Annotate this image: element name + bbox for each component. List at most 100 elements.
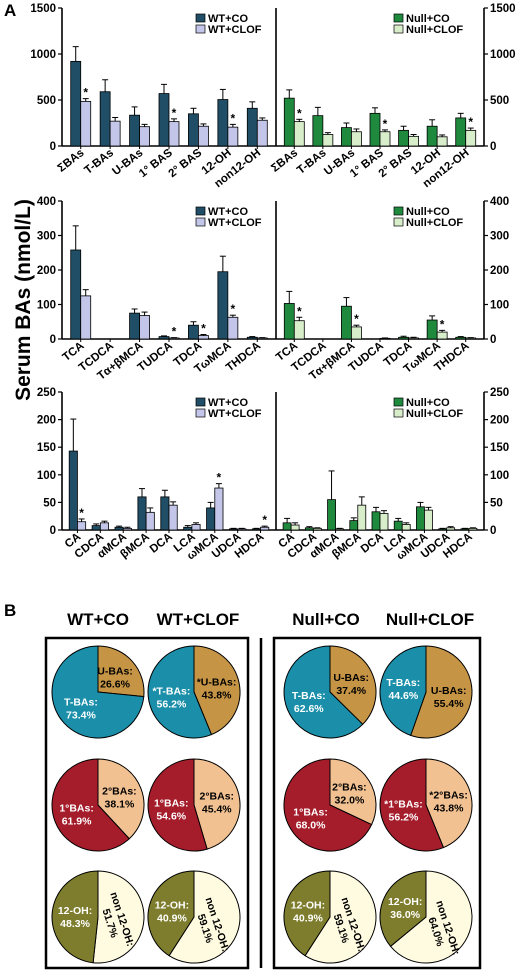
significance-star: * bbox=[231, 111, 236, 125]
pie-slice-12-OH bbox=[379, 870, 427, 948]
y-tick-label-right: 300 bbox=[490, 231, 509, 243]
significance-star: * bbox=[201, 322, 206, 336]
bar-left-WT+CLOF bbox=[80, 295, 92, 340]
significance-star: * bbox=[231, 302, 236, 316]
legend-swatch bbox=[393, 24, 404, 34]
pie-value: 48.3% bbox=[60, 918, 90, 930]
legend-label: Null+CO bbox=[406, 206, 450, 218]
bar-right-Null+CLOF bbox=[351, 131, 362, 147]
pie-label: 1°BAs: bbox=[59, 802, 94, 814]
pie-3-2: 12-OH:40.9% non 12-OH:59.1% bbox=[147, 870, 241, 964]
pie-label: 12-OH: bbox=[388, 896, 422, 908]
bar-left-WT+CO bbox=[251, 528, 261, 531]
pie-value: 43.8% bbox=[202, 690, 232, 702]
bar-left-WT+CO bbox=[158, 93, 170, 147]
bar-right-Null+CO bbox=[341, 305, 352, 340]
pie-group-title: WT+CO bbox=[67, 610, 129, 629]
pie-slice-T-BAs bbox=[51, 645, 145, 739]
pie-value: 32.0% bbox=[335, 795, 365, 807]
y-tick-label-right: 200 bbox=[490, 415, 509, 427]
bar-right-Null+CLOF bbox=[293, 320, 305, 340]
legend-label: WT+CO bbox=[208, 13, 248, 25]
pie-1-2: *T-BAs:56.2% *U-BAs:43.8% bbox=[147, 645, 241, 739]
legend-label: WT+CO bbox=[208, 397, 248, 409]
pie-group-title: WT+CLOF bbox=[157, 610, 240, 629]
pie-value: 26.6% bbox=[100, 679, 130, 691]
pie-value: 73.4% bbox=[66, 709, 96, 721]
pie-label: 1°BAs: bbox=[154, 797, 189, 809]
bar-right-Null+CLOF bbox=[408, 135, 419, 147]
pie-label: T-BAs: bbox=[386, 677, 420, 689]
bar-left-WT+CLOF bbox=[227, 126, 239, 147]
bar-left-WT+CO bbox=[99, 91, 111, 147]
bar-right-Null+CO bbox=[416, 506, 425, 531]
bar-right-Null+CO bbox=[438, 528, 448, 531]
y-tick-label-left: 0 bbox=[50, 141, 56, 153]
bar-right-Null+CO bbox=[304, 527, 314, 531]
pie-label: T-BAs: bbox=[64, 696, 98, 708]
bar-right-Null+CLOF bbox=[357, 504, 367, 531]
bar-left-WT+CO bbox=[246, 336, 258, 340]
bar-right-Null+CO bbox=[349, 520, 359, 531]
pie-label: 12-OH: bbox=[291, 900, 325, 912]
pie-charts: WT+CO WT+CLOF Null+CO Null+CLOFT-BAs:73.4%U… bbox=[44, 610, 482, 970]
bar-left-WT+CO bbox=[158, 336, 170, 340]
pie-group-title: Null+CO bbox=[292, 610, 360, 629]
pie-1-4: T-BAs:44.6% U-BAs:55.4% bbox=[379, 645, 473, 739]
y-tick-label-right: 150 bbox=[490, 442, 509, 454]
significance-star: * bbox=[354, 312, 359, 326]
bar-left-WT+CLOF bbox=[139, 126, 150, 147]
legend-label: Null+CLOF bbox=[406, 408, 463, 420]
pie-label: U-BAs: bbox=[333, 672, 369, 684]
pie-box-null bbox=[272, 636, 482, 970]
pie-slice-non 12-OH bbox=[304, 870, 377, 964]
y-tick-label-left: 0 bbox=[50, 334, 56, 346]
pie-label: U-BAs: bbox=[97, 666, 133, 678]
y-tick-label-right: 400 bbox=[490, 196, 509, 208]
pie-slice-1°BAs bbox=[51, 758, 130, 852]
bar-left-WT+CO bbox=[217, 271, 229, 340]
legend-swatch bbox=[393, 397, 404, 407]
legend-swatch bbox=[195, 13, 206, 23]
legend-swatch bbox=[195, 408, 206, 418]
bar-right-Null+CO bbox=[398, 336, 409, 340]
bar-left-WT+CLOF bbox=[198, 125, 209, 147]
legend-swatch bbox=[195, 206, 206, 216]
bar-left-WT+CO bbox=[129, 114, 140, 147]
bar-left-WT+CO bbox=[229, 528, 239, 531]
y-tick-label-left: 250 bbox=[37, 387, 56, 399]
pie-group-title: Null+CLOF bbox=[386, 610, 474, 629]
pie-value: 44.6% bbox=[388, 690, 418, 702]
panel-label-a: A bbox=[4, 1, 16, 20]
pie-slice-2°BAs bbox=[425, 758, 473, 849]
pie-value: 38.1% bbox=[105, 799, 135, 811]
pie-slice-12-OH bbox=[147, 870, 195, 957]
bar-left-WT+CLOF bbox=[260, 526, 270, 531]
x-tick-label: 2° BAS bbox=[377, 147, 415, 180]
bar-right-Null+CLOF bbox=[379, 131, 391, 147]
bar-left-WT+CLOF bbox=[77, 521, 87, 531]
bar-right-Null+CLOF bbox=[468, 527, 478, 531]
significance-star: * bbox=[383, 117, 388, 131]
pie-label: U-BAs: bbox=[431, 685, 467, 697]
pie-value: 68.0% bbox=[296, 819, 326, 831]
pie-value: 40.9% bbox=[157, 913, 187, 925]
pie-label: *2°BAs: bbox=[429, 790, 468, 802]
y-tick-label-right: 0 bbox=[490, 525, 496, 537]
pie-3-4: 12-OH:36.0% non 12-OH:64.0% bbox=[379, 870, 473, 964]
legend-label: Null+CLOF bbox=[406, 217, 463, 229]
bar-right-Null+CLOF bbox=[465, 129, 477, 147]
y-tick-label-left: 0 bbox=[50, 525, 56, 537]
bar-right-Null+CLOF bbox=[293, 121, 305, 147]
pie-2-2: 1°BAs:54.6% 2°BAs:45.4% bbox=[147, 758, 241, 852]
bar-right-Null+CO bbox=[426, 319, 438, 340]
y-tick-label-left: 300 bbox=[37, 231, 56, 243]
bar-right-Null+CLOF bbox=[335, 528, 344, 531]
bar-right-Null+CLOF bbox=[424, 509, 433, 531]
x-tick-label: ΣBAs bbox=[269, 147, 300, 175]
pie-label: 1°BAs: bbox=[293, 806, 328, 818]
bar-right-Null+CO bbox=[283, 303, 295, 340]
bar-left-WT+CO bbox=[183, 526, 193, 531]
bar-right-Null+CO bbox=[312, 115, 324, 147]
bar-right-Null+CO bbox=[327, 499, 336, 531]
